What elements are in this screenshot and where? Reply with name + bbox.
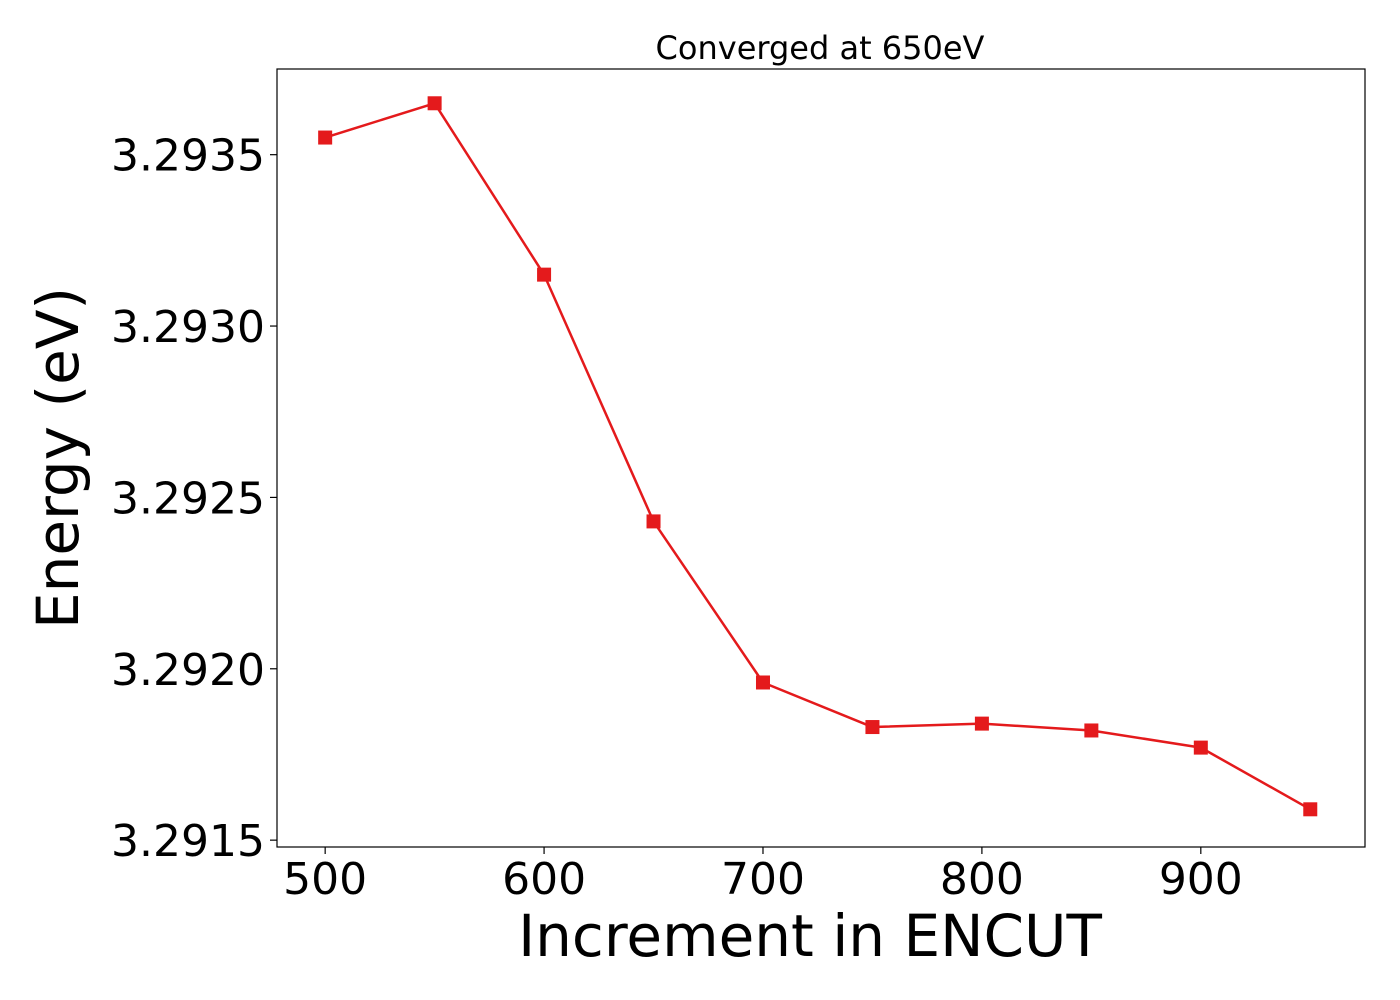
series-line: [324, 102, 1311, 811]
x-axis-label: Increment in ENCUT: [518, 902, 1102, 970]
chart-title: Converged at 650eV: [656, 29, 985, 67]
x-tick-label: 900: [1159, 854, 1243, 905]
series-layer: [318, 96, 1318, 817]
data-point-marker: [537, 267, 552, 282]
x-axis-ticks: 500 600 700 800 900: [283, 847, 1243, 905]
y-tick-label: 3.2925: [111, 473, 265, 524]
y-tick-label: 3.2915: [111, 816, 265, 867]
y-tick-label: 3.2935: [111, 131, 265, 182]
y-axis-label: Energy (eV): [24, 287, 92, 629]
y-axis-ticks: 3.2915 3.2920 3.2925 3.2930 3.2935: [111, 131, 277, 867]
plot-area-frame: [276, 68, 1366, 848]
x-tick-label: 800: [940, 854, 1024, 905]
data-point-marker: [318, 130, 333, 145]
data-point-marker: [646, 514, 661, 529]
y-tick-label: 3.2920: [111, 645, 265, 696]
data-point-marker: [755, 675, 770, 690]
x-tick-label: 600: [502, 854, 586, 905]
data-point-marker: [1303, 802, 1318, 817]
data-point-marker: [865, 720, 880, 735]
data-point-marker: [427, 96, 442, 111]
y-tick-label: 3.2930: [111, 302, 265, 353]
data-point-marker: [1084, 723, 1099, 738]
x-tick-label: 700: [721, 854, 805, 905]
data-point-marker: [974, 716, 989, 731]
data-point-marker: [1193, 740, 1208, 755]
x-tick-label: 500: [283, 854, 367, 905]
